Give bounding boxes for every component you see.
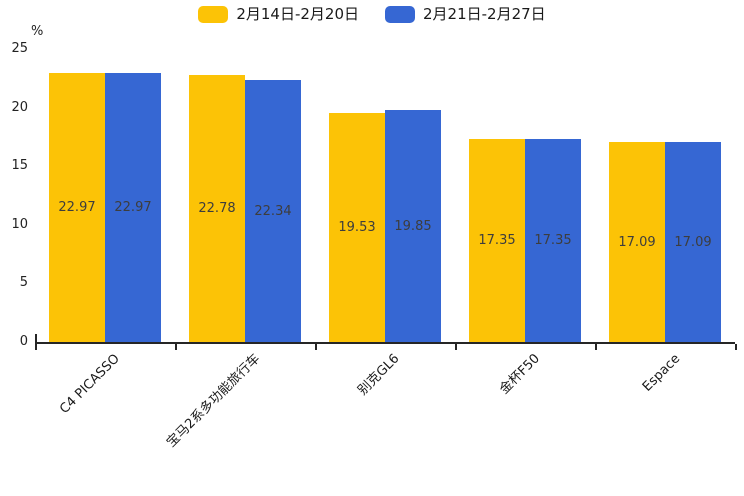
x-category-label: C4 PICASSO — [57, 351, 123, 417]
x-axis-tick — [175, 344, 177, 350]
bar-value-label: 17.35 — [534, 233, 572, 248]
x-category-label: 金杯F50 — [496, 351, 543, 398]
bar-value-label: 19.53 — [338, 220, 376, 235]
y-tick-label: 20 — [11, 99, 28, 115]
x-axis-line — [35, 342, 735, 344]
x-axis-tick — [735, 344, 737, 350]
x-axis-tick — [455, 344, 457, 350]
bar-2月14日-2月20日-Espace: 17.09 — [609, 142, 665, 342]
legend-swatch-icon — [198, 6, 229, 23]
bar-2月14日-2月20日-C4 PICASSO: 22.97 — [49, 73, 105, 342]
bar-value-label: 17.09 — [618, 234, 656, 250]
y-tick-label: 5 — [19, 275, 28, 291]
x-axis-tick — [315, 344, 317, 350]
y-tick-label: 25 — [11, 41, 28, 57]
legend-item-0[interactable]: 2月14日-2月20日 — [198, 6, 359, 23]
y-tick-label: 10 — [11, 216, 28, 232]
bar-value-label: 22.34 — [254, 203, 292, 219]
bar-value-label: 19.85 — [394, 218, 432, 234]
x-category-label: 别克GL6 — [355, 351, 403, 399]
legend-item-1[interactable]: 2月21日-2月27日 — [385, 6, 546, 23]
bar-value-label: 22.97 — [58, 200, 96, 215]
bar-value-label: 17.09 — [674, 234, 712, 250]
bar-2月21日-2月27日-宝马2系多功能旅行车: 22.34 — [245, 80, 301, 342]
bar-2月14日-2月20日-宝马2系多功能旅行车: 22.78 — [189, 75, 245, 342]
bar-2月21日-2月27日-C4 PICASSO: 22.97 — [105, 73, 161, 342]
y-axis-zero-tick — [35, 334, 37, 342]
bar-2月21日-2月27日-金杯F50: 17.35 — [525, 139, 581, 342]
bar-2月21日-2月27日-Espace: 17.09 — [665, 142, 721, 342]
bar-2月21日-2月27日-别克GL6: 19.85 — [385, 110, 441, 342]
legend-swatch-icon — [385, 6, 415, 23]
y-tick-label: 15 — [11, 158, 28, 174]
bar-value-label: 17.35 — [478, 233, 516, 248]
y-axis-unit-label: % — [31, 24, 44, 39]
bar-2月14日-2月20日-金杯F50: 17.35 — [469, 139, 525, 342]
x-axis-tick — [35, 344, 37, 350]
legend: 2月14日-2月20日 2月21日-2月27日 — [0, 6, 744, 23]
bar-2月14日-2月20日-别克GL6: 19.53 — [329, 113, 385, 342]
x-axis-tick — [595, 344, 597, 350]
bar-value-label: 22.97 — [114, 200, 152, 215]
legend-label: 2月21日-2月27日 — [423, 5, 546, 23]
y-tick-label: 0 — [19, 334, 28, 349]
x-category-label: 宝马2系多功能旅行车 — [163, 351, 263, 451]
legend-label: 2月14日-2月20日 — [236, 5, 359, 23]
bar-value-label: 22.78 — [198, 201, 236, 216]
x-category-label: Espace — [639, 351, 683, 395]
